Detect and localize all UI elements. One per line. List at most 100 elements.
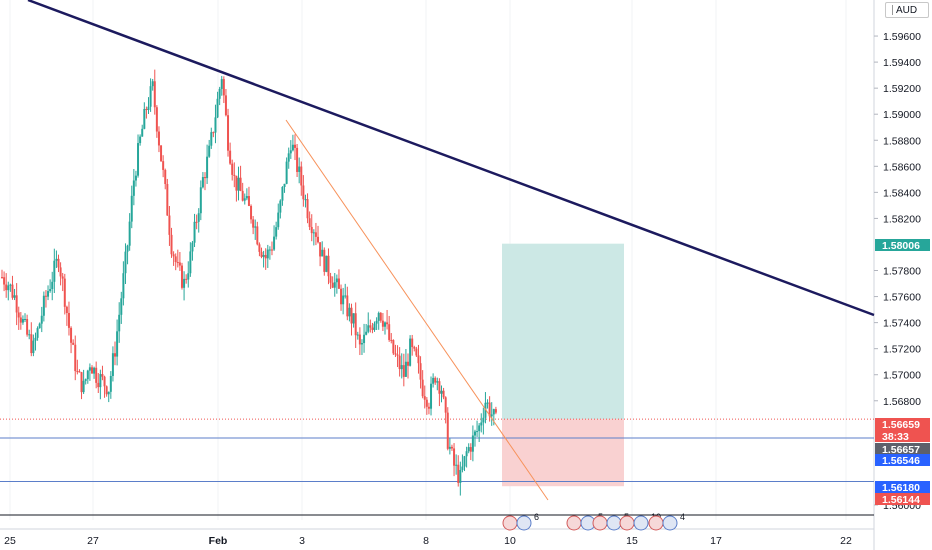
candle-body (392, 340, 395, 354)
channel-trendline[interactable] (285, 119, 549, 501)
candle-body (409, 338, 412, 366)
candle-body (34, 337, 37, 341)
price-tick-label: 1.58200 (883, 213, 921, 225)
event-marker-icon[interactable] (592, 515, 608, 531)
candle-body (444, 397, 447, 413)
candle-body (195, 221, 198, 223)
candle-body (187, 273, 190, 280)
candle-body (78, 371, 81, 373)
candle-body (153, 81, 156, 108)
event-markers[interactable]: 655104 (502, 512, 685, 531)
candle-body (42, 295, 45, 316)
candle-body (293, 144, 296, 148)
loss-zone[interactable] (502, 419, 624, 487)
candle-body (212, 132, 215, 134)
event-marker-icon[interactable] (648, 515, 664, 531)
candle-body (448, 446, 451, 449)
badge-label: 1.58006 (882, 240, 920, 252)
candle-body (478, 425, 481, 432)
candle-body (147, 106, 150, 111)
event-marker-icon[interactable] (516, 515, 532, 531)
trendlines[interactable] (27, 0, 875, 501)
candle-body (413, 347, 416, 349)
candle-body (308, 218, 311, 227)
candle-body (105, 386, 108, 395)
candle-body (118, 314, 121, 332)
event-marker-icon[interactable] (619, 515, 635, 531)
candle-body (373, 323, 376, 330)
candle-body (494, 409, 497, 413)
candle-body (455, 464, 458, 466)
descending-trendline[interactable] (27, 0, 875, 317)
candle-body (124, 251, 127, 274)
candle-body (220, 79, 223, 89)
price-tick-label: 1.57600 (883, 292, 921, 304)
candle-body (126, 245, 129, 252)
event-marker-icon[interactable] (502, 515, 518, 531)
candle-body (390, 339, 393, 341)
candle-body (36, 328, 39, 338)
candle-body (346, 295, 349, 317)
candle-body (107, 391, 110, 395)
candle-body (151, 81, 154, 87)
candle-body (139, 136, 142, 144)
candle-body (13, 295, 16, 298)
event-marker-icon[interactable] (633, 515, 649, 531)
candle-body (480, 422, 483, 426)
candle-body (298, 166, 301, 172)
candle-body (421, 379, 424, 397)
candle-body (210, 132, 213, 146)
candle-body (63, 278, 66, 307)
candle-body (59, 267, 62, 277)
candle-body (134, 175, 137, 181)
currency-selector[interactable]: AUD (885, 2, 929, 18)
candle-body (132, 180, 135, 196)
price-tick-label: 1.57400 (883, 318, 921, 330)
candle-body (258, 244, 261, 252)
time-tick-label: 17 (710, 535, 722, 547)
price-badge-target: 1.58006 (875, 239, 930, 252)
price-axis[interactable]: 1.59600 1.59400 1.59200 1.59000 1.58800 1.586… (874, 31, 921, 512)
candle-body (19, 317, 22, 323)
time-axis[interactable]: 25 27 Feb 3 8 10 15 17 22 (4, 535, 852, 547)
candle-body (235, 175, 238, 191)
candle-body (471, 435, 474, 452)
candle-body (331, 282, 334, 288)
candle-body (172, 254, 175, 257)
candle-body (344, 295, 347, 297)
price-tick-label: 1.58800 (883, 135, 921, 147)
candle-body (26, 319, 29, 335)
candle-body (256, 226, 259, 245)
event-marker-icon[interactable] (606, 515, 622, 531)
candle-body (11, 284, 14, 298)
candle-body (333, 282, 336, 288)
event-marker-icon[interactable] (662, 515, 678, 531)
candle-body (24, 319, 27, 321)
candle-body (237, 177, 240, 191)
candle-body (176, 261, 179, 263)
candle-body (300, 166, 303, 186)
candle-body (166, 184, 169, 216)
candle-body (484, 402, 487, 418)
candle-body (222, 79, 225, 96)
price-tick-label: 1.59600 (883, 31, 921, 43)
badge-label: 1.56657 (882, 444, 920, 456)
candle-body (168, 215, 171, 235)
candle-body (438, 381, 441, 394)
candle-body (285, 161, 288, 184)
event-marker-icon[interactable] (566, 515, 582, 531)
profit-zone[interactable] (502, 243, 624, 420)
candle-body (369, 325, 372, 328)
candle-body (231, 163, 234, 175)
candle-body (381, 320, 384, 327)
candle-body (109, 375, 112, 392)
candle-body (30, 334, 33, 354)
candle-body (5, 284, 8, 291)
badge-label: 38:33 (882, 431, 909, 443)
candle-body (302, 185, 305, 200)
candle-body (363, 334, 366, 344)
badge-label: 1.56180 (882, 482, 920, 494)
candle-body (281, 187, 284, 201)
